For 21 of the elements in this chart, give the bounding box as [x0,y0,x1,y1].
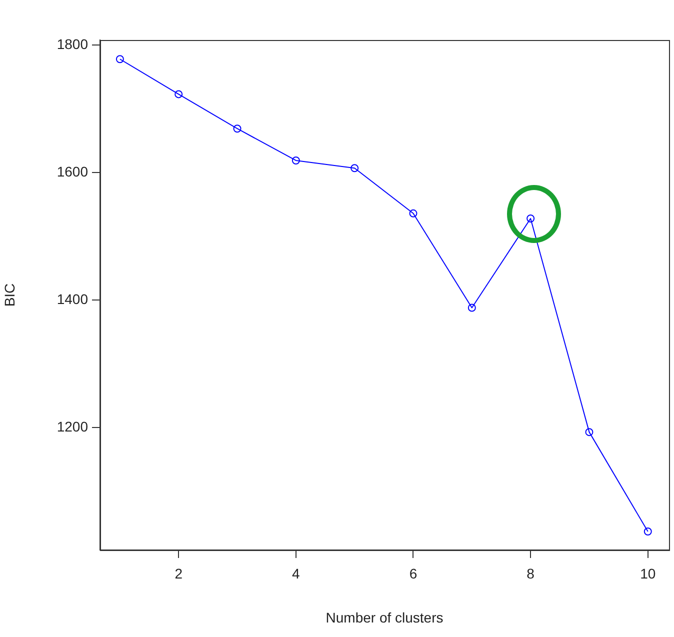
point [644,528,652,536]
y-tick-label: 1600 [56,163,88,180]
y-axis-title: BIC [1,283,18,307]
x-tick-label: 10 [640,565,656,582]
point [468,304,476,312]
point [350,164,359,172]
y-tick-label: 1800 [56,36,88,52]
point [409,209,418,218]
x-tick-label: 6 [409,565,418,582]
y-tick-label: 1400 [56,290,88,307]
x-tick-label: 8 [526,565,535,582]
x-tick-label: 2 [174,565,183,582]
point [116,55,124,64]
point [174,90,183,98]
point [526,214,535,222]
point [585,428,594,436]
x-tick-label: 4 [292,565,300,582]
x-axis-title: Number of clusters [326,609,444,626]
y-tick-label: 1200 [56,418,88,434]
point [233,124,242,133]
point [292,156,300,164]
